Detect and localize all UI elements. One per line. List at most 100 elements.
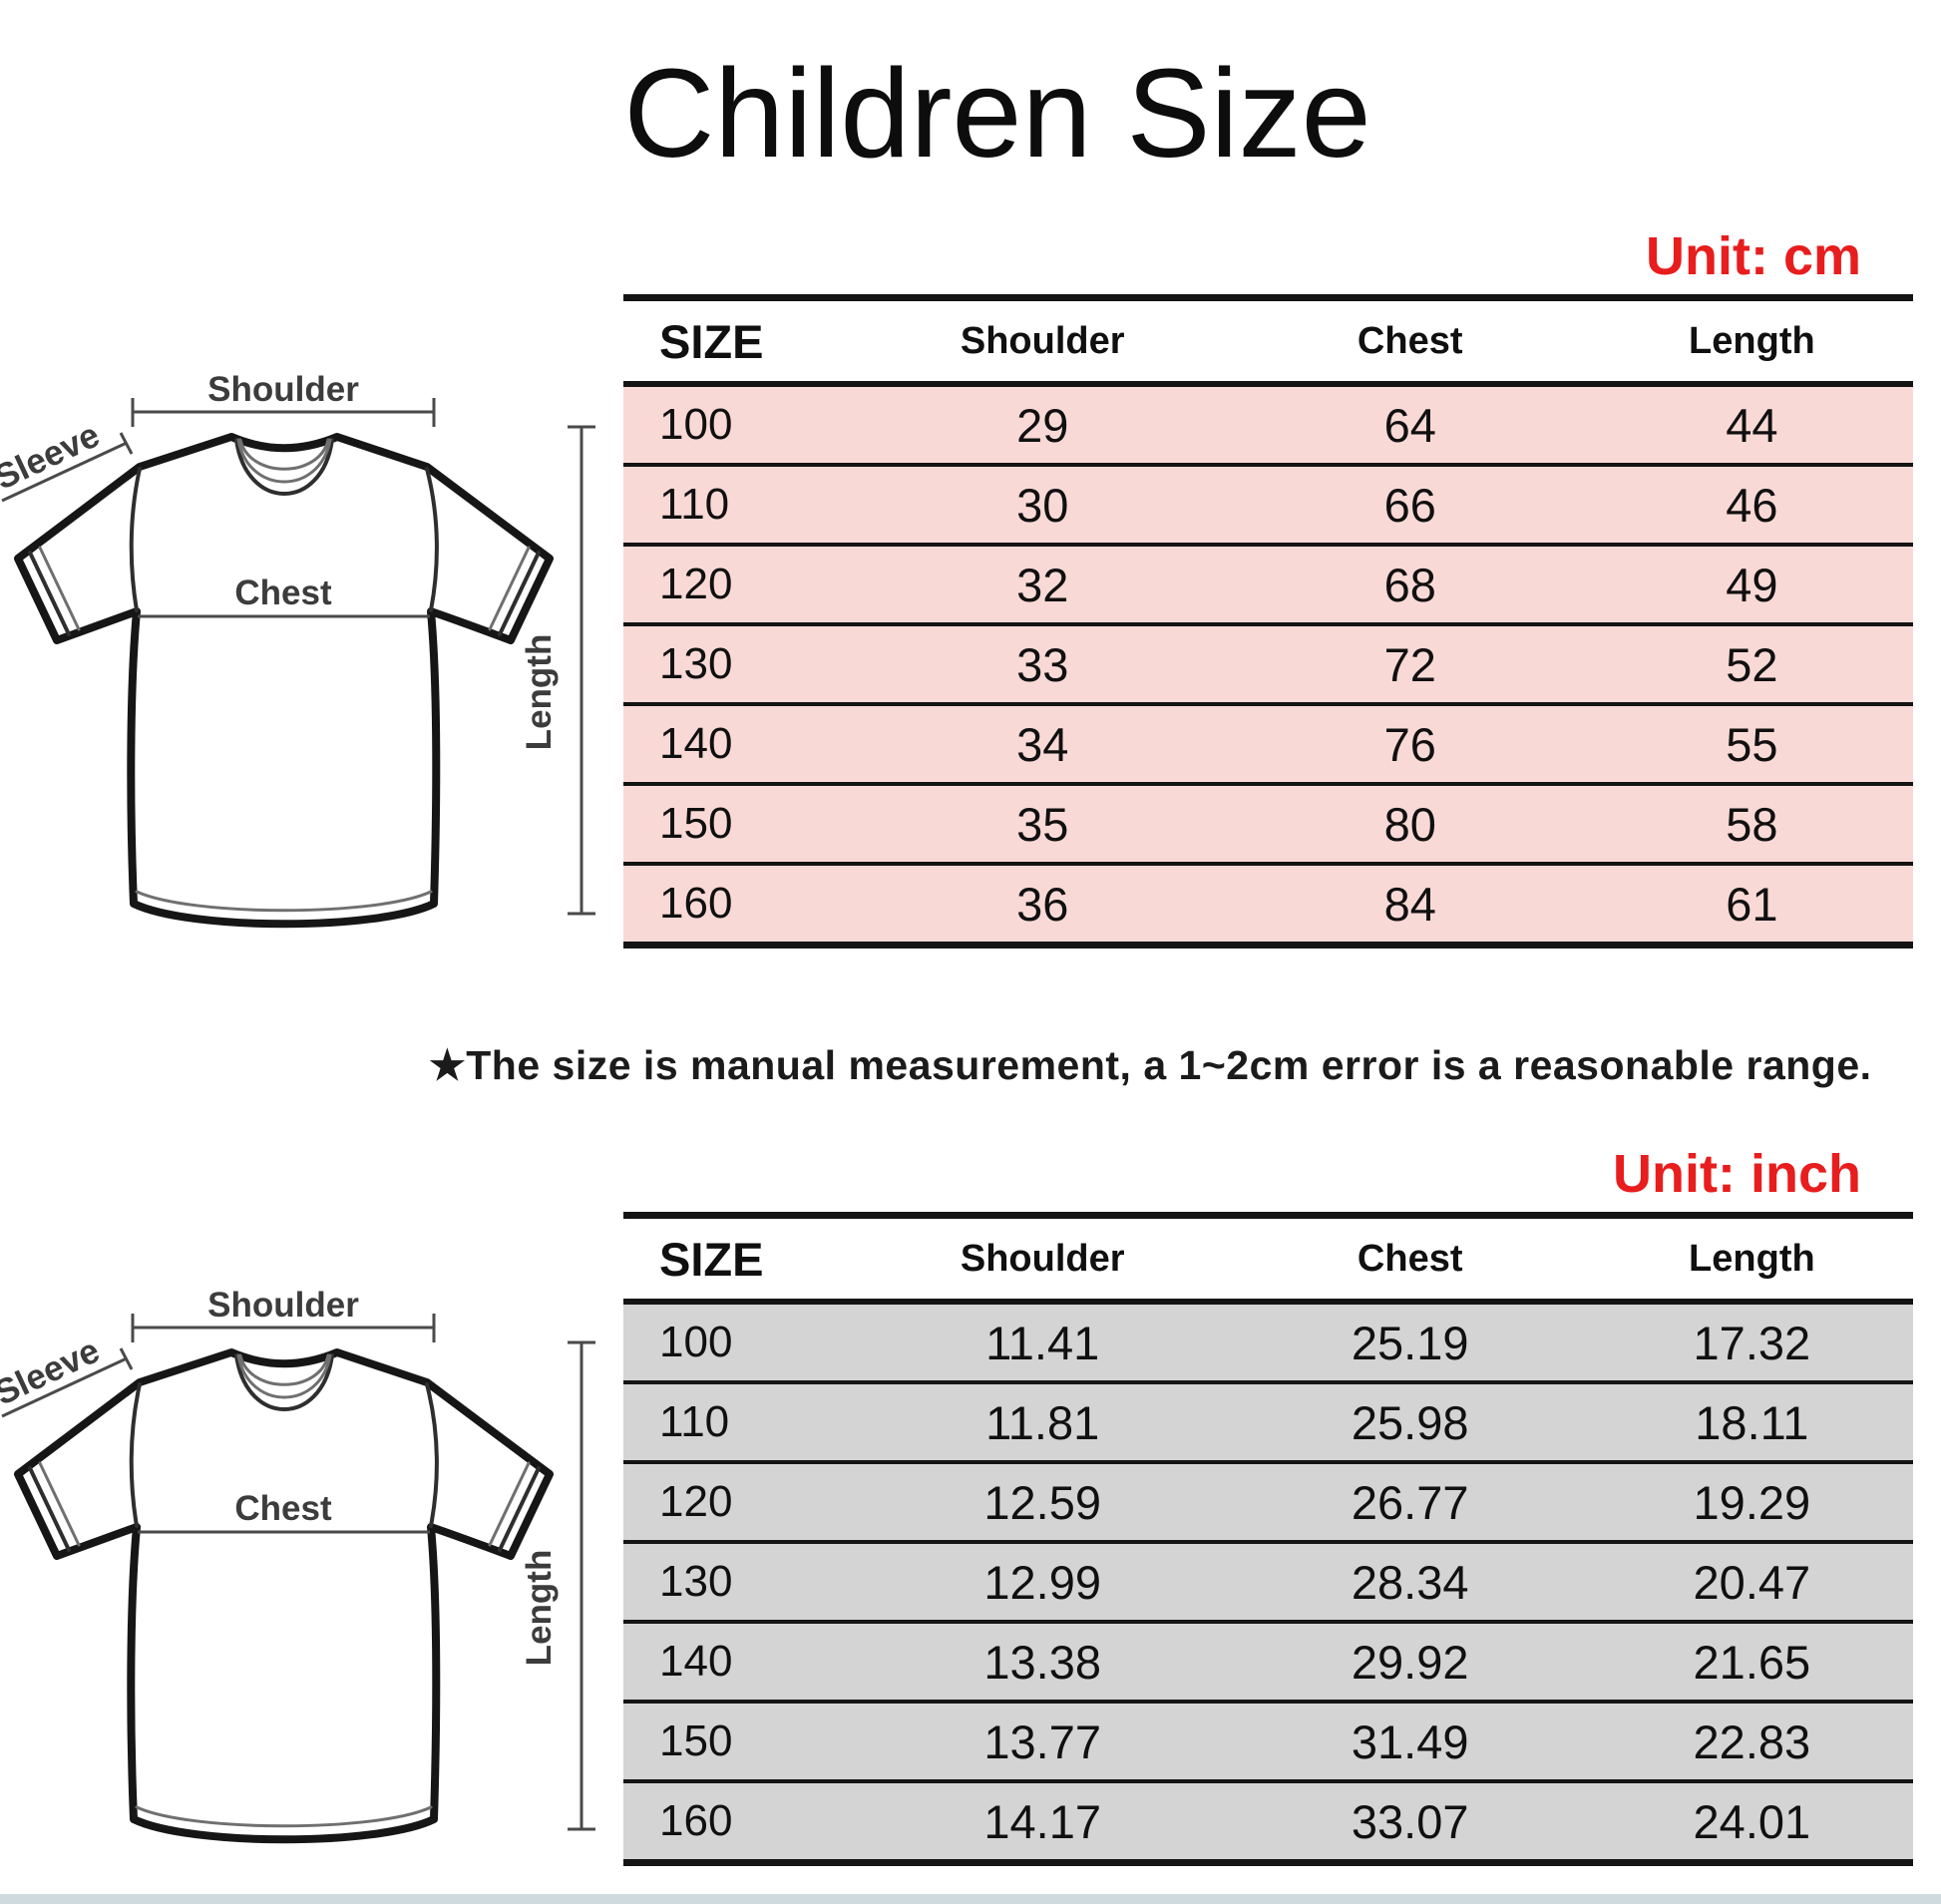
table-row: 140 13.38 29.92 21.65 <box>623 1622 1913 1704</box>
column-header-shoulder: Shoulder <box>855 1212 1230 1305</box>
table-row: 160 36 84 61 <box>623 864 1913 949</box>
size-cell: 110 <box>623 1382 856 1464</box>
chest-cell: 84 <box>1229 864 1591 949</box>
tshirt-outline-shape <box>14 433 554 929</box>
shoulder-measure-line <box>131 1314 436 1342</box>
column-header-chest: Chest <box>1229 1212 1591 1305</box>
table-row: 120 32 68 49 <box>623 545 1913 626</box>
length-cell: 49 <box>1590 545 1913 626</box>
length-cell: 58 <box>1590 784 1913 866</box>
cuff-line-left <box>28 551 71 636</box>
chest-cell: 25.19 <box>1229 1302 1591 1384</box>
column-header-size: SIZE <box>623 1212 856 1305</box>
table-row: 100 11.41 25.19 17.32 <box>623 1302 1913 1384</box>
shoulder-cell: 11.81 <box>855 1382 1230 1464</box>
size-cell: 160 <box>623 1781 856 1866</box>
hem-inner-line <box>135 1805 433 1828</box>
shoulder-cell: 13.77 <box>855 1702 1230 1783</box>
shoulder-label: Shoulder <box>207 370 359 409</box>
size-cell: 120 <box>623 545 856 626</box>
table-row: 150 13.77 31.49 22.83 <box>623 1702 1913 1783</box>
table-row: 110 11.81 25.98 18.11 <box>623 1382 1913 1464</box>
column-header-length: Length <box>1590 294 1913 387</box>
size-cell: 120 <box>623 1462 856 1544</box>
length-cell: 24.01 <box>1590 1781 1913 1866</box>
length-cell: 22.83 <box>1590 1702 1913 1783</box>
shoulder-cell: 12.59 <box>855 1462 1230 1544</box>
chest-cell: 26.77 <box>1229 1462 1591 1544</box>
cuff-line-left <box>28 1466 71 1552</box>
cuff-line-right <box>498 1466 541 1552</box>
size-cell: 110 <box>623 465 856 547</box>
size-cell: 100 <box>623 1302 856 1384</box>
chest-cell: 28.34 <box>1229 1542 1591 1624</box>
chest-cell: 72 <box>1229 624 1591 706</box>
shoulder-cell: 29 <box>855 384 1230 467</box>
bottom-edge-strip <box>0 1894 1941 1904</box>
table-row: 100 29 64 44 <box>623 384 1913 467</box>
cuff-line-left-2 <box>38 1461 81 1547</box>
column-header-shoulder: Shoulder <box>855 294 1230 387</box>
chest-cell: 33.07 <box>1229 1781 1591 1866</box>
size-cell: 130 <box>623 624 856 706</box>
chest-label: Chest <box>234 1489 332 1528</box>
cuff-line-right-2 <box>488 1461 531 1547</box>
shoulder-cell: 11.41 <box>855 1302 1230 1384</box>
shoulder-cell: 36 <box>855 864 1230 949</box>
length-measure-line <box>568 425 595 916</box>
sleeve-seam-left <box>129 1382 142 1528</box>
length-cell: 18.11 <box>1590 1382 1913 1464</box>
unit-inch-label: Unit: inch <box>1613 1144 1861 1204</box>
tshirt-diagram-inch: Shoulder Sleeve Chest Length <box>0 1286 595 1844</box>
shoulder-cell: 32 <box>855 545 1230 626</box>
chest-cell: 25.98 <box>1229 1382 1591 1464</box>
table-row: 110 30 66 46 <box>623 465 1913 547</box>
table-row: 150 35 80 58 <box>623 784 1913 866</box>
collar-rib-line <box>238 438 330 471</box>
sleeve-seam-left <box>129 467 142 612</box>
table-row: 130 33 72 52 <box>623 624 1913 706</box>
chest-cell: 66 <box>1229 465 1591 547</box>
length-cell: 55 <box>1590 704 1913 786</box>
shoulder-cell: 30 <box>855 465 1230 547</box>
collar-rib-line <box>236 438 332 484</box>
length-cell: 61 <box>1590 864 1913 949</box>
length-cell: 19.29 <box>1590 1462 1913 1544</box>
size-cell: 130 <box>623 1542 856 1624</box>
length-cell: 20.47 <box>1590 1542 1913 1624</box>
size-cell: 150 <box>623 1702 856 1783</box>
header-row: SIZE Shoulder Chest Length <box>623 294 1913 387</box>
column-header-length: Length <box>1590 1212 1913 1305</box>
sleeve-label: Sleeve <box>0 1331 106 1412</box>
shoulder-measure-line <box>131 398 436 427</box>
shoulder-cell: 13.38 <box>855 1622 1230 1704</box>
length-cell: 17.32 <box>1590 1302 1913 1384</box>
column-header-chest: Chest <box>1229 294 1591 387</box>
size-cell: 140 <box>623 1622 856 1704</box>
table-row: 140 34 76 55 <box>623 704 1913 786</box>
size-cell: 160 <box>623 864 856 949</box>
length-cell: 21.65 <box>1590 1622 1913 1704</box>
shoulder-cell: 34 <box>855 704 1230 786</box>
chest-cell: 29.92 <box>1229 1622 1591 1704</box>
length-cell: 52 <box>1590 624 1913 706</box>
collar-band-line <box>234 1353 334 1411</box>
chest-cell: 80 <box>1229 784 1591 866</box>
collar-band-line <box>234 438 334 496</box>
sleeve-seam-right <box>425 1382 439 1528</box>
length-measure-line <box>568 1340 595 1831</box>
shoulder-cell: 35 <box>855 784 1230 866</box>
length-cell: 44 <box>1590 384 1913 467</box>
inch-size-table: SIZE Shoulder Chest Length 100 11.41 25.… <box>623 1212 1913 1866</box>
collar-rib-line <box>236 1353 332 1399</box>
cuff-line-left-2 <box>38 546 81 631</box>
chest-cell: 76 <box>1229 704 1591 786</box>
page-title: Children Size <box>623 43 1371 184</box>
tshirt-diagram-cm: Shoulder Sleeve Chest Length <box>0 370 595 929</box>
cuff-line-right <box>498 551 541 636</box>
shoulder-label: Shoulder <box>207 1286 359 1325</box>
sleeve-measure-line <box>1 1347 134 1418</box>
size-cell: 150 <box>623 784 856 866</box>
sleeve-measure-line <box>1 432 134 503</box>
column-header-size: SIZE <box>623 294 856 387</box>
